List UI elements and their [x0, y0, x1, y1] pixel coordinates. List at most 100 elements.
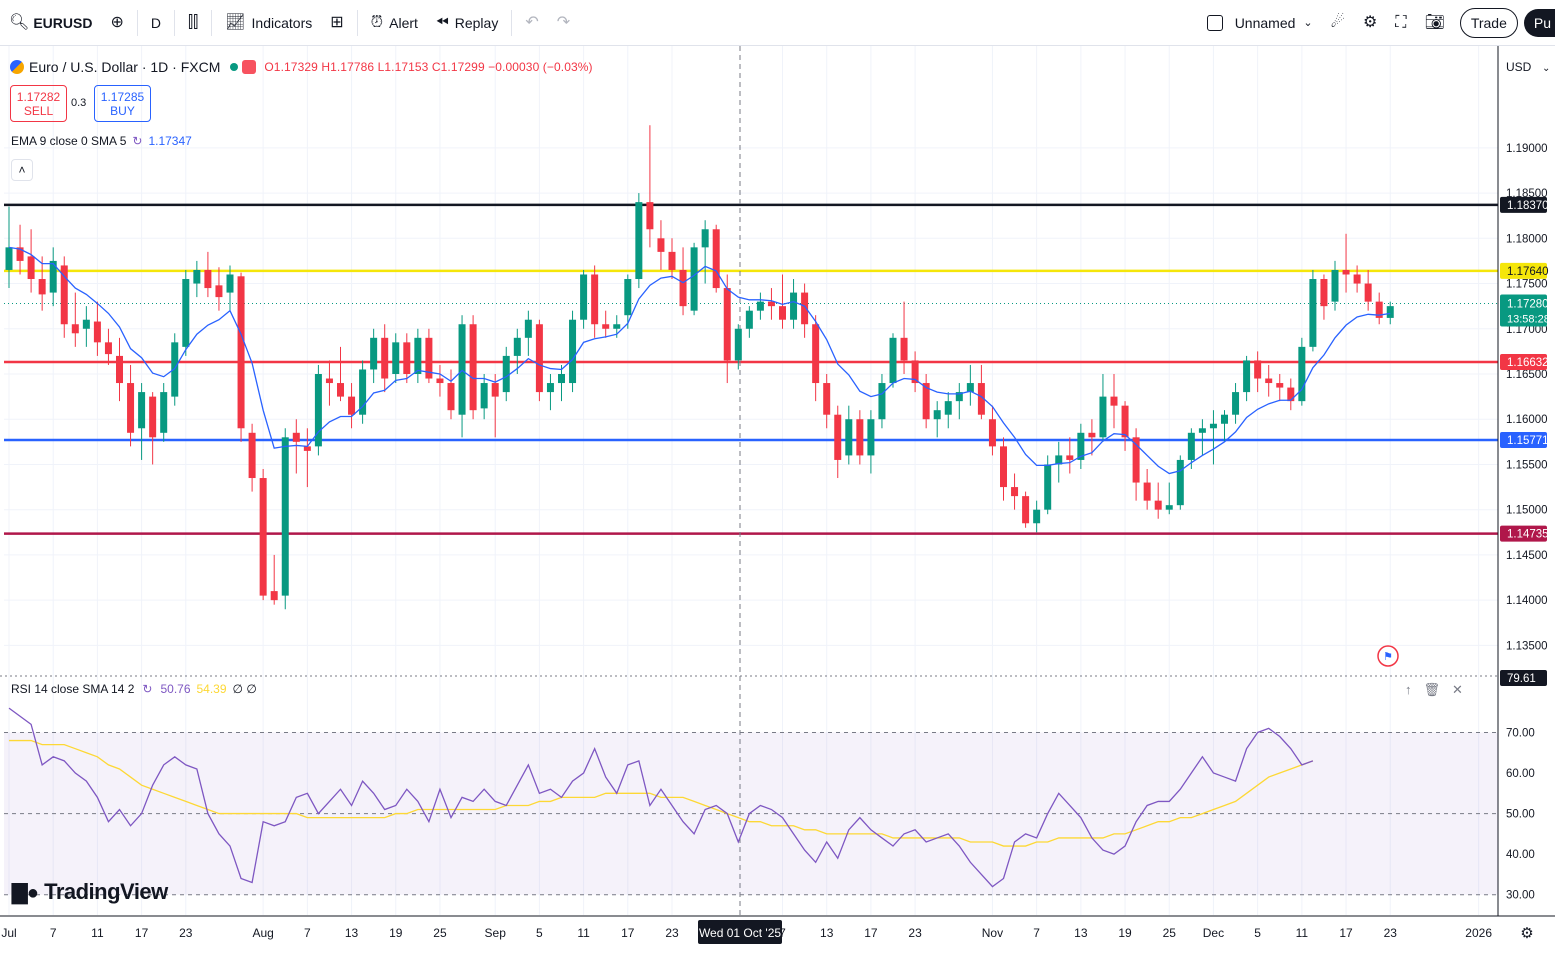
candle-body — [1154, 500, 1162, 510]
candle-body — [679, 269, 687, 307]
price-tick-label: 1.15500 — [1506, 459, 1548, 471]
search-icon: 🔍︎ — [9, 13, 30, 31]
settings-button[interactable]: ⚙ — [1354, 0, 1386, 46]
symbol-name: EURUSD — [33, 14, 93, 31]
candle-body — [1121, 405, 1129, 438]
collapse-legend-button[interactable]: ˄ — [11, 159, 33, 181]
candle-body — [5, 247, 13, 270]
layout-select[interactable]: Unnamed ⌄ — [1198, 0, 1322, 46]
price-tick-label: 1.19000 — [1506, 143, 1548, 155]
candle-body — [303, 446, 311, 451]
snapshot-button[interactable]: 📷︎ — [1416, 0, 1454, 46]
time-tick-label: Aug — [252, 926, 273, 940]
crosshair-date-tag — [698, 920, 782, 944]
events-icon — [1377, 645, 1399, 667]
interval-button[interactable]: D — [142, 0, 170, 46]
symbol-search[interactable]: 🔍︎ EURUSD — [0, 0, 101, 46]
candle-body — [1320, 279, 1328, 307]
fullscreen-button[interactable]: ⛶ — [1386, 0, 1415, 46]
close-icon[interactable]: ✕ — [1452, 682, 1463, 697]
candle-body — [381, 337, 389, 379]
candle-body — [1265, 378, 1273, 384]
candle-body — [71, 324, 79, 334]
divider — [511, 9, 513, 36]
chart-type-button[interactable]: ⫿⫿ — [179, 0, 207, 46]
chart-area[interactable]: USD ⌄ 1.19000 1.18500 1.18000 1.17500 1.17000 1… — [0, 46, 1555, 955]
price-level-label: 1.16632 — [1507, 357, 1549, 369]
candle-body — [834, 414, 842, 460]
candle-body — [966, 383, 974, 393]
legend-title[interactable]: Euro / U.S. Dollar · 1D · FXCM — [29, 59, 221, 75]
time-tick-label: 13 — [1074, 926, 1088, 940]
tradingview-mark-icon: ▇● — [12, 882, 39, 904]
candle-body — [790, 292, 798, 320]
countdown-label: 13:58:28 — [1507, 313, 1550, 325]
candle-body — [1209, 423, 1217, 429]
candle-body — [171, 342, 179, 397]
candle-body — [1110, 396, 1118, 406]
sell-button[interactable]: 1.17282 SELL — [10, 85, 67, 122]
time-tick-label: Nov — [982, 926, 1003, 940]
candle-body — [745, 310, 753, 329]
candle-body — [1132, 437, 1140, 483]
rsi-legend[interactable]: RSI 14 close SMA 14 2 ↻ 50.76 54.39 ∅ ∅ — [11, 682, 257, 696]
price-level-label: 1.15771 — [1507, 435, 1549, 447]
alert-button[interactable]: ⏰︎ Alert — [362, 0, 427, 46]
candle-body — [116, 355, 123, 384]
time-tick-label: 7 — [1033, 926, 1040, 940]
trade-button[interactable]: Trade — [1459, 8, 1518, 38]
ema-legend[interactable]: EMA 9 close 0 SMA 5 ↻ 1.17347 — [11, 134, 192, 148]
candle-body — [911, 360, 919, 384]
candle-body — [93, 321, 101, 343]
chart-canvas[interactable]: USD ⌄1.190001.185001.180001.175001.170001… — [0, 46, 1555, 955]
candle-body — [226, 274, 234, 293]
candle-body — [701, 229, 709, 248]
candle-body — [370, 337, 378, 370]
replay-button[interactable]: ⏪︎ Replay — [427, 0, 507, 46]
indicators-button[interactable]: 📈︎ Indicators — [216, 0, 321, 46]
templates-button[interactable]: ⊞ — [321, 0, 352, 46]
time-tick-label: 11 — [577, 926, 590, 940]
candle-body — [1198, 428, 1206, 433]
spread-value: 0.3 — [71, 97, 87, 109]
grid-icon: ⊞ — [330, 13, 344, 31]
candle-body — [1386, 306, 1394, 318]
alarm-icon: ⏰︎ — [370, 13, 384, 31]
candle-body — [237, 276, 245, 429]
candle-body — [944, 401, 952, 415]
redo-button[interactable]: ↷ — [548, 0, 579, 46]
candle-body — [657, 238, 665, 252]
candle-body — [281, 437, 289, 596]
time-tick-label: 7 — [50, 926, 57, 940]
tradingview-logo: ▇● TradingView — [12, 879, 168, 905]
quick-search-button[interactable]: ☄ — [1322, 0, 1354, 46]
compare-button[interactable]: ⊕ — [101, 0, 132, 46]
candle-body — [348, 396, 356, 415]
candle-body — [458, 324, 466, 415]
candle-body — [1287, 387, 1295, 402]
rsi-value: 50.76 — [160, 682, 191, 696]
price-tick-label: 1.17000 — [1506, 324, 1548, 336]
candle-body — [734, 328, 742, 361]
undo-button[interactable]: ↶ — [516, 0, 547, 46]
time-tick-label: 19 — [389, 926, 403, 940]
chevron-down-icon: ⌄ — [1542, 63, 1550, 74]
publish-button[interactable]: Pu — [1523, 9, 1555, 37]
price-tick-label: 1.14000 — [1506, 595, 1548, 607]
time-tick-label: 2026 — [1465, 926, 1492, 940]
candle-body — [104, 342, 112, 355]
time-tick-label: 25 — [433, 926, 447, 940]
candle-body — [1254, 360, 1262, 379]
candle-body — [502, 355, 510, 393]
candle-body — [1221, 414, 1228, 424]
plus-circle-icon: ⊕ — [110, 13, 124, 31]
divider — [173, 9, 175, 36]
time-tick-label: 19 — [1118, 926, 1132, 940]
candle-body — [1298, 346, 1306, 402]
arrow-up-icon[interactable]: ↑ — [1405, 682, 1412, 697]
trash-icon[interactable]: 🗑︎ — [1423, 682, 1441, 697]
candle-body — [325, 378, 333, 384]
candle-body — [1276, 383, 1284, 388]
buy-button[interactable]: 1.17285 BUY — [94, 85, 151, 122]
layout-checkbox[interactable] — [1206, 15, 1223, 31]
